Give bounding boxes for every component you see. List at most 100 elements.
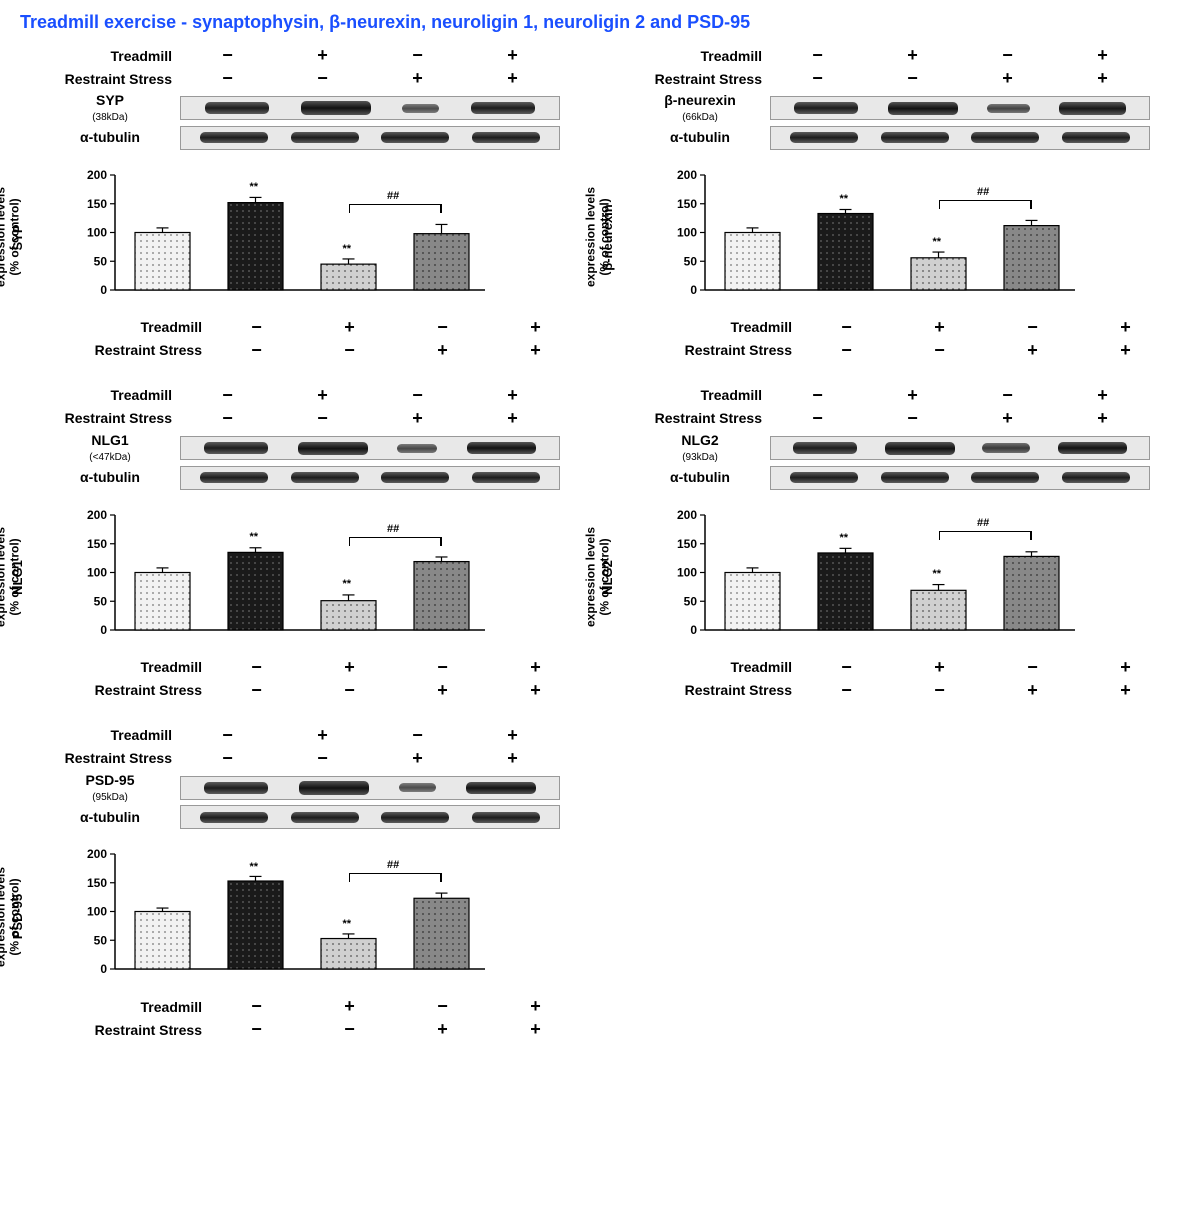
svg-text:0: 0 [100, 623, 107, 637]
svg-text:100: 100 [87, 225, 107, 239]
blot-band [471, 102, 535, 114]
condition-symbol: − [800, 340, 893, 361]
blot-strip-target [770, 96, 1150, 120]
condition-symbol: + [489, 680, 582, 701]
condition-symbol: − [865, 408, 960, 429]
blot-strip-control [180, 805, 560, 829]
treadmill-label: Treadmill [80, 319, 210, 335]
svg-text:150: 150 [87, 536, 107, 550]
bar-chart: SYP expression levels(% of control) [20, 160, 580, 315]
blot-strip-control [770, 126, 1150, 150]
condition-symbol: − [396, 657, 489, 678]
blot-band [381, 132, 449, 143]
condition-table-bottom: Treadmill −+−+ Restraint Stress −−++ [670, 317, 1170, 361]
svg-text:200: 200 [677, 168, 697, 182]
svg-text:150: 150 [677, 536, 697, 550]
protein-label: PSD-95(95kDa) [40, 773, 180, 804]
svg-text:150: 150 [87, 197, 107, 211]
blot-band [881, 472, 949, 483]
stress-label: Restraint Stress [40, 750, 180, 766]
condition-symbol: + [275, 45, 370, 66]
condition-symbol: + [465, 725, 560, 746]
bar [135, 912, 190, 970]
blot-band [971, 472, 1039, 483]
loading-control-label: α-tubulin [630, 470, 770, 485]
condition-symbol: + [465, 68, 560, 89]
svg-text:50: 50 [684, 594, 698, 608]
condition-symbol: + [986, 340, 1079, 361]
western-blot-section: NLG2(93kDa) α-tubulin [630, 433, 1170, 490]
condition-symbol: − [210, 657, 303, 678]
bar [228, 202, 283, 289]
chart-svg: 0 50 100 150 200 [60, 500, 490, 650]
significance-bracket [349, 537, 442, 538]
loading-control-label: α-tubulin [40, 470, 180, 485]
svg-text:50: 50 [684, 254, 698, 268]
stress-label: Restraint Stress [80, 1022, 210, 1038]
condition-symbol: − [960, 385, 1055, 406]
bracket-significance: ## [387, 523, 399, 535]
condition-symbol: + [986, 680, 1079, 701]
condition-symbol: − [210, 317, 303, 338]
condition-table-top: Treadmill −+−+ Restraint Stress −−++ [40, 45, 580, 89]
blot-band [397, 444, 437, 453]
significance-mark: ** [840, 532, 849, 544]
svg-text:100: 100 [677, 565, 697, 579]
bracket-significance: ## [387, 859, 399, 871]
chart-svg: 0 50 100 150 200 [60, 839, 490, 989]
bracket-significance: ## [977, 517, 989, 529]
treadmill-label: Treadmill [80, 999, 210, 1015]
treadmill-label: Treadmill [670, 659, 800, 675]
protein-label: NLG2(93kDa) [630, 433, 770, 464]
significance-mark: ** [343, 918, 352, 930]
treadmill-label: Treadmill [670, 319, 800, 335]
condition-symbol: − [210, 996, 303, 1017]
condition-table-top: Treadmill −+−+ Restraint Stress −−++ [630, 385, 1170, 429]
bar [228, 881, 283, 969]
blot-band [472, 812, 540, 823]
chart-svg: 0 50 100 150 200 [650, 500, 1080, 650]
blot-strip-target [770, 436, 1150, 460]
bar [321, 600, 376, 629]
svg-text:100: 100 [87, 565, 107, 579]
condition-symbol: + [1055, 408, 1150, 429]
condition-symbol: − [275, 408, 370, 429]
loading-control-label: α-tubulin [40, 130, 180, 145]
bar [911, 258, 966, 290]
western-blot-section: SYP(38kDa) α-tubulin [40, 93, 580, 150]
blot-band [793, 442, 857, 454]
bar [135, 572, 190, 630]
blot-band [301, 101, 371, 115]
svg-text:150: 150 [677, 197, 697, 211]
condition-symbol: − [210, 680, 303, 701]
condition-symbol: − [770, 45, 865, 66]
chart-svg: 0 50 100 150 200 [60, 160, 490, 310]
condition-symbol: + [1079, 657, 1172, 678]
panel-nlg1: Treadmill −+−+ Restraint Stress −−++ NLG… [20, 385, 580, 701]
blot-band [790, 132, 858, 143]
condition-symbol: − [370, 45, 465, 66]
blot-band [885, 442, 955, 455]
blot-strip-control [180, 126, 560, 150]
blot-band [299, 781, 369, 795]
condition-symbol: − [180, 45, 275, 66]
condition-symbol: + [489, 996, 582, 1017]
blot-band [888, 102, 958, 115]
condition-symbol: − [396, 996, 489, 1017]
blot-band [794, 102, 858, 114]
significance-bracket [349, 204, 442, 205]
blot-band [399, 783, 436, 792]
treadmill-label: Treadmill [80, 659, 210, 675]
stress-label: Restraint Stress [670, 682, 800, 698]
bar [135, 232, 190, 290]
bar [414, 561, 469, 629]
condition-symbol: + [396, 1019, 489, 1040]
blot-band [291, 472, 359, 483]
blot-band [291, 812, 359, 823]
blot-band [204, 782, 268, 794]
condition-symbol: + [489, 657, 582, 678]
significance-mark: ** [343, 578, 352, 590]
blot-strip-target [180, 776, 560, 800]
blot-band [204, 442, 268, 454]
bar [321, 264, 376, 290]
